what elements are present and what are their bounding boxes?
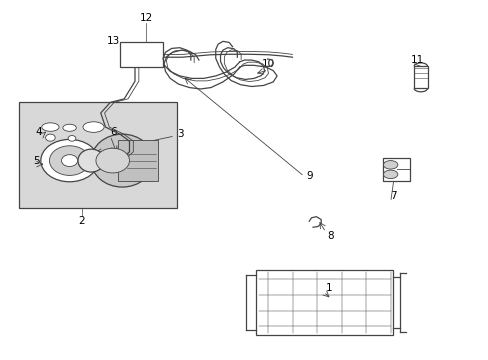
Bar bbox=[19, 102, 177, 208]
Circle shape bbox=[68, 136, 76, 141]
Text: 3: 3 bbox=[177, 129, 183, 139]
Text: 2: 2 bbox=[78, 216, 85, 226]
Ellipse shape bbox=[383, 161, 397, 169]
Bar bbox=[117, 140, 158, 181]
Ellipse shape bbox=[83, 122, 104, 132]
Ellipse shape bbox=[91, 134, 153, 187]
Ellipse shape bbox=[63, 124, 76, 131]
Text: 11: 11 bbox=[409, 55, 423, 65]
Bar bbox=[413, 66, 427, 88]
Text: 4: 4 bbox=[35, 127, 41, 138]
Ellipse shape bbox=[383, 170, 397, 179]
Circle shape bbox=[61, 155, 78, 167]
Circle shape bbox=[45, 134, 55, 141]
Bar bbox=[256, 270, 392, 335]
Text: 5: 5 bbox=[33, 156, 40, 166]
Ellipse shape bbox=[78, 149, 104, 172]
Text: 13: 13 bbox=[106, 36, 120, 46]
Circle shape bbox=[49, 146, 89, 175]
Text: 6: 6 bbox=[110, 127, 117, 138]
Bar bbox=[383, 158, 409, 181]
Text: 10: 10 bbox=[262, 59, 274, 68]
Text: 12: 12 bbox=[140, 13, 153, 23]
Bar bbox=[120, 42, 163, 67]
Text: 1: 1 bbox=[325, 283, 332, 293]
Text: 9: 9 bbox=[305, 171, 312, 181]
Circle shape bbox=[41, 139, 98, 182]
Circle shape bbox=[96, 148, 129, 173]
Text: 7: 7 bbox=[389, 191, 396, 201]
Ellipse shape bbox=[41, 123, 59, 131]
Text: 8: 8 bbox=[327, 231, 333, 242]
